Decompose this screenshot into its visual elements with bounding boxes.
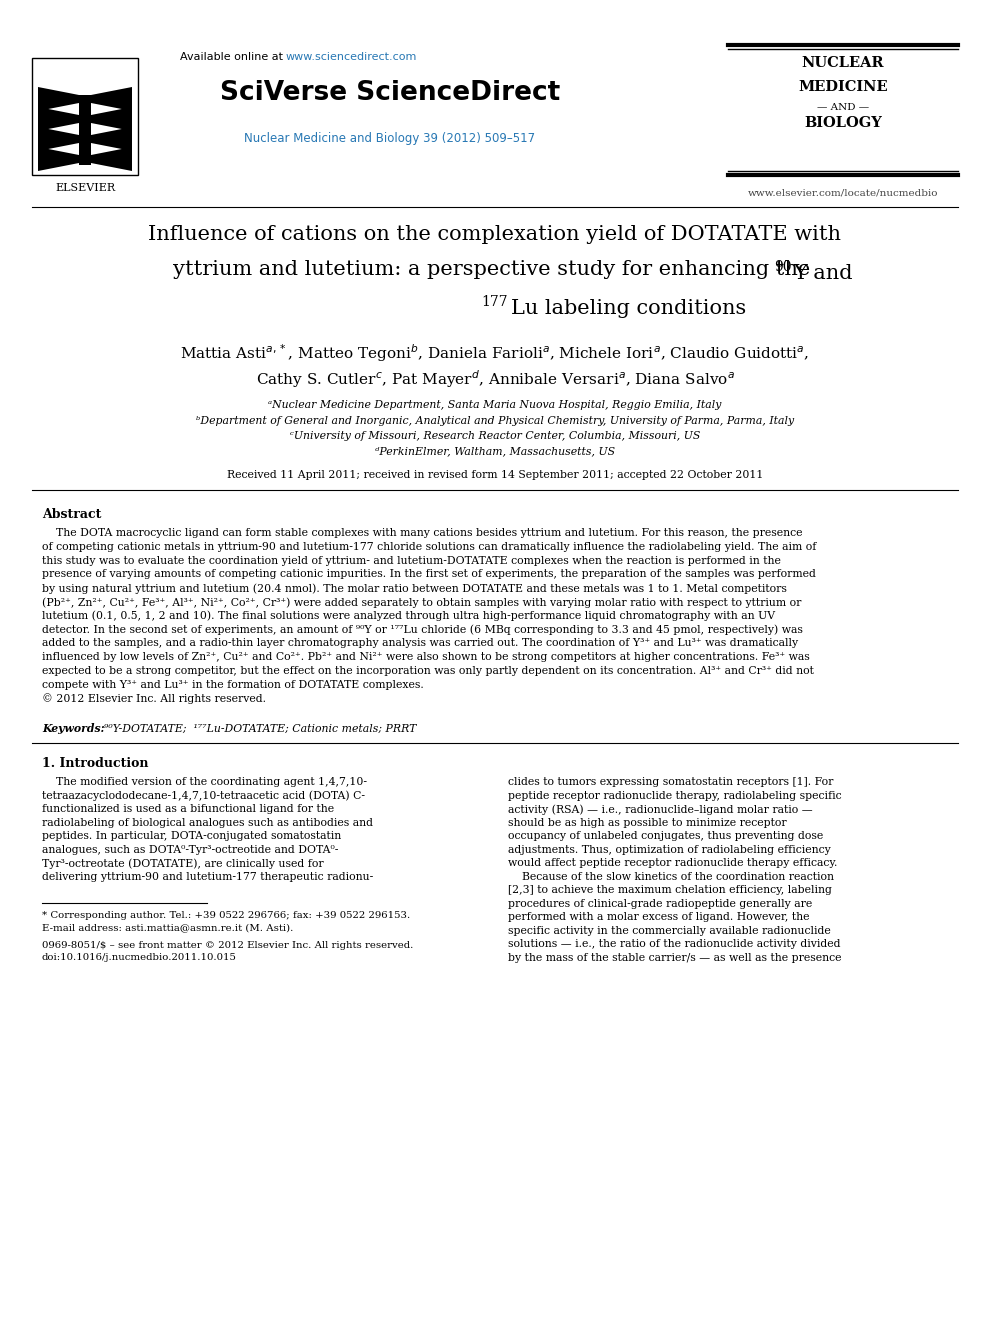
Text: by using natural yttrium and lutetium (20.4 nmol). The molar ratio between DOTAT: by using natural yttrium and lutetium (2… [42, 583, 787, 594]
Text: solutions — i.e., the ratio of the radionuclide activity divided: solutions — i.e., the ratio of the radio… [508, 940, 841, 949]
Text: ᵈPerkinElmer, Waltham, Massachusetts, US: ᵈPerkinElmer, Waltham, Massachusetts, US [375, 446, 615, 457]
Text: ELSEVIER: ELSEVIER [54, 183, 115, 193]
Text: presence of varying amounts of competing cationic impurities. In the first set o: presence of varying amounts of competing… [42, 569, 816, 579]
Text: 90: 90 [774, 260, 791, 275]
Text: NUCLEAR: NUCLEAR [802, 55, 884, 70]
Text: Abstract: Abstract [42, 508, 101, 521]
Text: activity (RSA) — i.e., radionuclide–ligand molar ratio —: activity (RSA) — i.e., radionuclide–liga… [508, 804, 813, 814]
Text: lutetium (0.1, 0.5, 1, 2 and 10). The final solutions were analyzed through ultr: lutetium (0.1, 0.5, 1, 2 and 10). The fi… [42, 611, 775, 622]
Text: radiolabeling of biological analogues such as antibodies and: radiolabeling of biological analogues su… [42, 818, 373, 828]
Polygon shape [91, 107, 132, 131]
Text: 177: 177 [482, 294, 508, 309]
Text: Nuclear Medicine and Biology 39 (2012) 509–517: Nuclear Medicine and Biology 39 (2012) 5… [245, 132, 536, 145]
Text: www.sciencedirect.com: www.sciencedirect.com [286, 51, 418, 62]
Text: expected to be a strong competitor, but the effect on the incorporation was only: expected to be a strong competitor, but … [42, 667, 814, 676]
Polygon shape [38, 87, 79, 111]
Text: ᵇDepartment of General and Inorganic, Analytical and Physical Chemistry, Univers: ᵇDepartment of General and Inorganic, An… [196, 416, 794, 425]
Text: added to the samples, and a radio-thin layer chromatography analysis was carried: added to the samples, and a radio-thin l… [42, 639, 798, 648]
Polygon shape [91, 87, 132, 111]
Text: Keywords:: Keywords: [42, 723, 105, 734]
Text: Because of the slow kinetics of the coordination reaction: Because of the slow kinetics of the coor… [508, 873, 834, 882]
Text: * Corresponding author. Tel.: +39 0522 296766; fax: +39 0522 296153.: * Corresponding author. Tel.: +39 0522 2… [42, 911, 410, 920]
Text: BIOLOGY: BIOLOGY [804, 116, 882, 129]
Text: tetraazacyclododecane-1,4,7,10-tetraacetic acid (DOTA) C-: tetraazacyclododecane-1,4,7,10-tetraacet… [42, 791, 365, 801]
Text: The modified version of the coordinating agent 1,4,7,10-: The modified version of the coordinating… [42, 777, 367, 788]
Text: © 2012 Elsevier Inc. All rights reserved.: © 2012 Elsevier Inc. All rights reserved… [42, 693, 266, 705]
Text: Cathy S. Cutler$^{c}$, Pat Mayer$^{d}$, Annibale Versari$^{a}$, Diana Salvo$^{a}: Cathy S. Cutler$^{c}$, Pat Mayer$^{d}$, … [255, 368, 735, 389]
Text: functionalized is used as a bifunctional ligand for the: functionalized is used as a bifunctional… [42, 804, 335, 814]
Text: occupancy of unlabeled conjugates, thus preventing dose: occupancy of unlabeled conjugates, thus … [508, 832, 824, 841]
Text: 0969-8051/$ – see front matter © 2012 Elsevier Inc. All rights reserved.: 0969-8051/$ – see front matter © 2012 El… [42, 941, 414, 950]
Text: Available online at: Available online at [179, 51, 286, 62]
Text: compete with Y³⁺ and Lu³⁺ in the formation of DOTATATE complexes.: compete with Y³⁺ and Lu³⁺ in the formati… [42, 680, 424, 690]
Text: SciVerse ScienceDirect: SciVerse ScienceDirect [220, 81, 560, 106]
Text: peptides. In particular, DOTA-conjugated somatostatin: peptides. In particular, DOTA-conjugated… [42, 832, 342, 841]
Text: performed with a molar excess of ligand. However, the: performed with a molar excess of ligand.… [508, 912, 810, 923]
Text: procedures of clinical-grade radiopeptide generally are: procedures of clinical-grade radiopeptid… [508, 899, 812, 909]
Text: MEDICINE: MEDICINE [798, 81, 888, 94]
Text: clides to tumors expressing somatostatin receptors [1]. For: clides to tumors expressing somatostatin… [508, 777, 834, 788]
Text: analogues, such as DOTA⁰-Tyr³-octreotide and DOTA⁰-: analogues, such as DOTA⁰-Tyr³-octreotide… [42, 845, 339, 855]
Text: would affect peptide receptor radionuclide therapy efficacy.: would affect peptide receptor radionucli… [508, 858, 838, 869]
Polygon shape [38, 127, 79, 150]
Text: (Pb²⁺, Zn²⁺, Cu²⁺, Fe³⁺, Al³⁺, Ni²⁺, Co²⁺, Cr³⁺) were added separately to obtain: (Pb²⁺, Zn²⁺, Cu²⁺, Fe³⁺, Al³⁺, Ni²⁺, Co²… [42, 597, 801, 607]
Text: Tyr³-octreotate (DOTATATE), are clinically used for: Tyr³-octreotate (DOTATATE), are clinical… [42, 858, 324, 869]
Text: delivering yttrium-90 and lutetium-177 therapeutic radionu-: delivering yttrium-90 and lutetium-177 t… [42, 873, 373, 882]
Text: doi:10.1016/j.nucmedbio.2011.10.015: doi:10.1016/j.nucmedbio.2011.10.015 [42, 953, 237, 962]
Text: — AND —: — AND — [817, 103, 869, 112]
Text: Mattia Asti$^{a,*}$, Matteo Tegoni$^{b}$, Daniela Farioli$^{a}$, Michele Iori$^{: Mattia Asti$^{a,*}$, Matteo Tegoni$^{b}$… [180, 342, 810, 364]
Text: of competing cationic metals in yttrium-90 and lutetium-177 chloride solutions c: of competing cationic metals in yttrium-… [42, 541, 817, 552]
Text: ⁹⁰Y-DOTATATE;  ¹⁷⁷Lu-DOTATATE; Cationic metals; PRRT: ⁹⁰Y-DOTATATE; ¹⁷⁷Lu-DOTATATE; Cationic m… [104, 723, 417, 734]
Text: should be as high as possible to minimize receptor: should be as high as possible to minimiz… [508, 818, 787, 828]
Text: adjustments. Thus, optimization of radiolabeling efficiency: adjustments. Thus, optimization of radio… [508, 845, 831, 855]
Text: Received 11 April 2011; received in revised form 14 September 2011; accepted 22 : Received 11 April 2011; received in revi… [227, 470, 763, 480]
Text: ᵃNuclear Medicine Department, Santa Maria Nuova Hospital, Reggio Emilia, Italy: ᵃNuclear Medicine Department, Santa Mari… [268, 400, 722, 411]
Text: influenced by low levels of Zn²⁺, Cu²⁺ and Co²⁺. Pb²⁺ and Ni²⁺ were also shown t: influenced by low levels of Zn²⁺, Cu²⁺ a… [42, 652, 810, 663]
Polygon shape [79, 95, 91, 165]
Text: detector. In the second set of experiments, an amount of ⁹⁰Y or ¹⁷⁷Lu chloride (: detector. In the second set of experimen… [42, 624, 803, 635]
Text: www.elsevier.com/locate/nucmedbio: www.elsevier.com/locate/nucmedbio [747, 187, 939, 197]
Text: Lu labeling conditions: Lu labeling conditions [511, 300, 746, 318]
Text: by the mass of the stable carrier/s — as well as the presence: by the mass of the stable carrier/s — as… [508, 953, 842, 962]
Polygon shape [91, 127, 132, 150]
Text: The DOTA macrocyclic ligand can form stable complexes with many cations besides : The DOTA macrocyclic ligand can form sta… [42, 528, 803, 539]
Text: 1. Introduction: 1. Introduction [42, 758, 148, 771]
Text: yttrium and lutetium: a perspective study for enhancing the: yttrium and lutetium: a perspective stud… [173, 260, 817, 279]
Text: ᶜUniversity of Missouri, Research Reactor Center, Columbia, Missouri, US: ᶜUniversity of Missouri, Research Reacto… [290, 432, 700, 441]
Text: [2,3] to achieve the maximum chelation efficiency, labeling: [2,3] to achieve the maximum chelation e… [508, 886, 832, 895]
Text: this study was to evaluate the coordination yield of yttrium- and lutetium-DOTAT: this study was to evaluate the coordinat… [42, 556, 781, 565]
Polygon shape [38, 147, 79, 172]
Text: Y and: Y and [793, 264, 852, 282]
Text: specific activity in the commercially available radionuclide: specific activity in the commercially av… [508, 925, 831, 936]
Polygon shape [38, 107, 79, 131]
Text: E-mail address: asti.mattia@asmn.re.it (M. Asti).: E-mail address: asti.mattia@asmn.re.it (… [42, 924, 293, 932]
Text: peptide receptor radionuclide therapy, radiolabeling specific: peptide receptor radionuclide therapy, r… [508, 791, 842, 801]
Text: Influence of cations on the complexation yield of DOTATATE with: Influence of cations on the complexation… [148, 224, 842, 244]
Polygon shape [91, 147, 132, 172]
